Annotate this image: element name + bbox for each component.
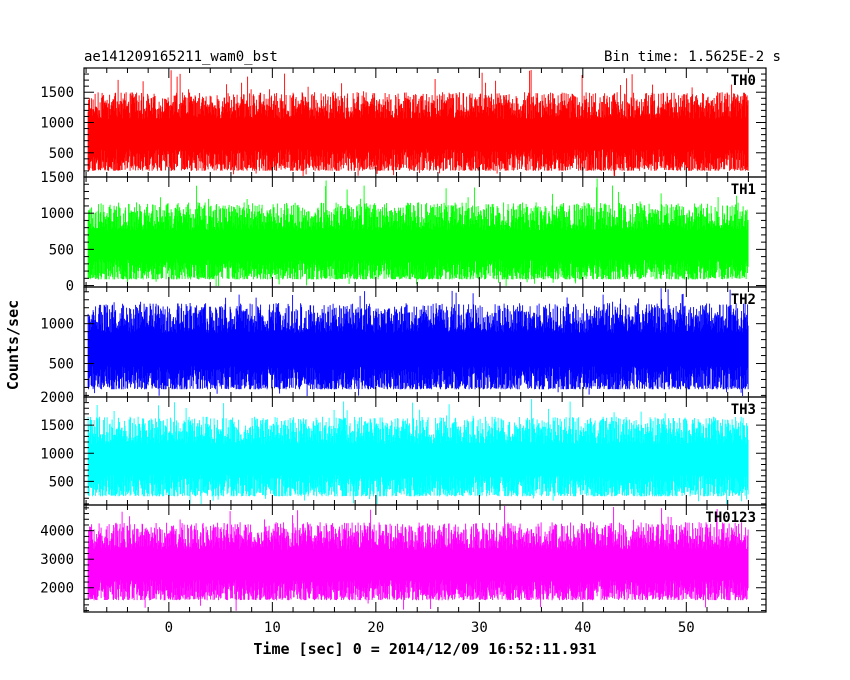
panel-label-th1: TH1: [731, 182, 756, 198]
x-tick-label: 0: [165, 620, 173, 636]
panel-th3: 500 1000 1500 2000 TH3: [40, 390, 767, 506]
panel-th0: 500 1000 1500 TH0: [40, 67, 767, 178]
panel-label-th2: TH2: [731, 292, 756, 308]
y-tick-label-th1: 500: [49, 242, 74, 258]
series-th2-line: [87, 288, 749, 396]
y-tick-label-th0123: 2000: [40, 581, 74, 597]
y-tick-label-th3: 2000: [40, 390, 74, 406]
y-tick-label-th2: 1000: [40, 317, 74, 333]
x-tick-label: 20: [367, 620, 384, 636]
x-axis-label: Time [sec] 0 = 2014/12/09 16:52:11.931: [253, 640, 596, 658]
y-tick-label-th1: 1500: [40, 170, 74, 186]
bin-time-label: Bin time: 1.5625E-2 s: [604, 49, 781, 65]
series-th0-line: [87, 70, 749, 176]
y-tick-label-th0: 1500: [40, 85, 74, 101]
y-tick-label-th3: 1000: [40, 446, 74, 462]
panel-th0123: 2000 3000 4000 TH0123: [40, 504, 767, 613]
y-tick-label-th1: 0: [66, 279, 74, 295]
y-tick-label-th3: 1500: [40, 418, 74, 434]
series-th3-line: [87, 399, 749, 504]
chart-title: ae141209165211_wam0_bst: [84, 49, 278, 65]
series-th0123-line: [87, 506, 749, 611]
y-tick-label-th0123: 4000: [40, 524, 74, 540]
panel-label-th0: TH0: [731, 73, 756, 89]
x-tick-label: 40: [574, 620, 591, 636]
x-tick-label: 10: [264, 620, 281, 636]
y-tick-label-th0123: 3000: [40, 552, 74, 568]
y-tick-label-th0: 1000: [40, 116, 74, 132]
panels-group: 50010001500TH0050010001500TH15001000TH25…: [40, 67, 767, 636]
y-tick-label-th1: 1000: [40, 206, 74, 222]
series-th1-line: [87, 178, 749, 286]
y-tick-label-th0: 500: [49, 146, 74, 162]
panel-label-th0123: TH0123: [705, 510, 756, 526]
x-tick-label: 50: [678, 620, 695, 636]
panel-frame-th0123: [83, 504, 767, 613]
panel-label-th3: TH3: [731, 402, 756, 418]
panel-th2: 500 1000 TH2: [40, 286, 767, 398]
y-axis-label: Counts/sec: [4, 300, 22, 390]
y-tick-label-th2: 500: [49, 357, 74, 373]
x-tick-label: 30: [471, 620, 488, 636]
y-tick-label-th3: 500: [49, 474, 74, 490]
panel-th1: 0 500 1000 1500 TH1: [40, 170, 767, 295]
